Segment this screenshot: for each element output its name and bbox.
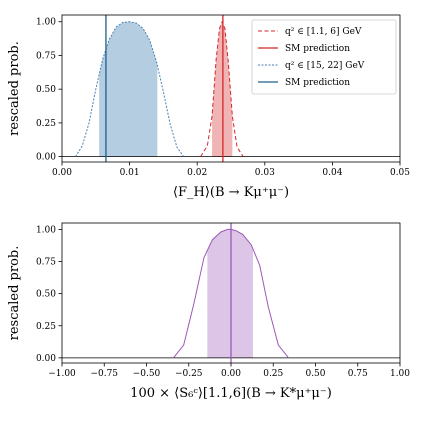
c0-ytick-label-0: 0.00 xyxy=(36,153,56,163)
c0-frame xyxy=(61,14,401,163)
c0-series-0-curve xyxy=(200,20,244,157)
c1-series-0-band xyxy=(207,229,253,358)
c0-ytick-label-2: 0.50 xyxy=(36,85,56,95)
c1-ytick-label-0: 0.00 xyxy=(36,354,56,364)
c1-xtick-label-7: 0.75 xyxy=(348,369,368,379)
c0-series-2-curve xyxy=(75,21,185,157)
c1-ytick-label-1: 0.25 xyxy=(36,322,56,332)
c0-ytick-label-1: 0.25 xyxy=(36,119,56,129)
c1-xtick-label-2: −0.50 xyxy=(133,369,161,379)
c1-xtick-label-0: −1.00 xyxy=(48,369,76,379)
c1-xlabel: 100 × ⟨S₆ᶜ⟩[1.1,6](B → K*μ⁺μ⁻) xyxy=(130,386,332,401)
c0-legend-label-2: q² ∈ [15, 22] GeV xyxy=(285,61,365,71)
c0-xlabel: ⟨F_H⟩(B → Kμ⁺μ⁻) xyxy=(173,185,289,200)
c0-legend-label-0: q² ∈ [1.1, 6] GeV xyxy=(285,27,362,37)
c0-xtick-label-2: 0.02 xyxy=(187,168,207,178)
c1-ytick-label-2: 0.50 xyxy=(36,290,56,300)
c0-series-2-band xyxy=(99,21,158,157)
c0-legend-box xyxy=(251,19,397,95)
c0-ytick-label-3: 0.75 xyxy=(36,51,56,61)
c0-legend-label-1: SM prediction xyxy=(285,44,350,54)
c0-ylabel: rescaled prob. xyxy=(7,41,22,136)
c1-ytick-label-4: 1.00 xyxy=(36,225,56,235)
c1-xtick-label-8: 1.00 xyxy=(390,369,410,379)
c1-xtick-label-5: 0.25 xyxy=(263,369,283,379)
c1-ytick-label-3: 0.75 xyxy=(36,258,56,268)
c0-legend-label-3: SM prediction xyxy=(285,78,350,88)
c0-series-0-band xyxy=(212,21,233,157)
c0-xtick-label-5: 0.05 xyxy=(390,168,410,178)
c0-xtick-label-0: 0.00 xyxy=(52,168,72,178)
c0-ytick-label-4: 1.00 xyxy=(36,18,56,28)
c1-ylabel: rescaled prob. xyxy=(7,246,22,341)
c1-xtick-label-4: 0.00 xyxy=(221,369,241,379)
c1-xtick-label-3: −0.25 xyxy=(175,369,203,379)
c0-xtick-label-3: 0.03 xyxy=(255,168,275,178)
c1-xtick-label-1: −0.75 xyxy=(90,369,118,379)
c1-xtick-label-6: 0.50 xyxy=(305,369,325,379)
c0-xtick-label-1: 0.01 xyxy=(120,168,140,178)
c0-xtick-label-4: 0.04 xyxy=(322,168,342,178)
